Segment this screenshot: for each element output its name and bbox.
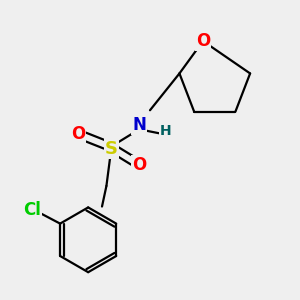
Text: Cl: Cl (23, 201, 40, 219)
Text: O: O (71, 125, 85, 143)
Text: H: H (160, 124, 171, 138)
Text: O: O (196, 32, 210, 50)
Text: O: O (132, 156, 146, 174)
Text: S: S (105, 140, 118, 158)
Text: N: N (132, 116, 146, 134)
